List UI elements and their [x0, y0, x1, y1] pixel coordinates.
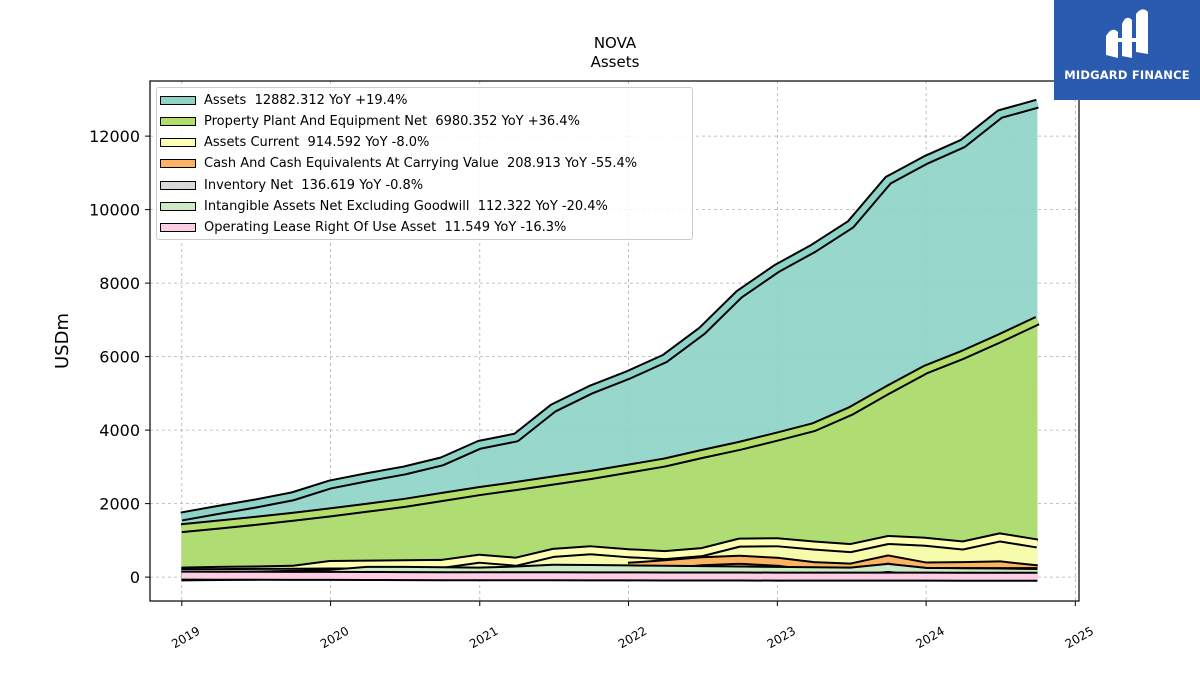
brand-name: MIDGARD FINANCE: [1064, 68, 1190, 82]
chart-legend: Assets 12882.312 YoY +19.4% Property Plan…: [156, 87, 693, 240]
series-line-1: [181, 317, 1039, 532]
x-tick-label: 2022: [616, 624, 649, 651]
legend-swatch: [160, 180, 196, 190]
legend-label: Intangible Assets Net Excluding Goodwill…: [204, 199, 608, 214]
y-tick-label: 12000: [89, 127, 140, 146]
legend-label: Assets 12882.312 YoY +19.4%: [204, 92, 408, 108]
x-axis-ticks: 2019 2020 2021 2022 2023 2024 2025: [169, 601, 1096, 651]
y-tick-label: 6000: [99, 348, 140, 367]
legend-label: Cash And Cash Equivalents At Carrying Va…: [204, 156, 638, 172]
legend-item: Assets 12882.312 YoY +19.4%: [160, 90, 407, 110]
x-tick-label: 2021: [467, 624, 500, 651]
series-areas: [180, 98, 1040, 582]
y-axis-label: USDm: [52, 313, 73, 369]
legend-item: Inventory Net 136.619 YoY -0.8%: [160, 175, 423, 195]
legend-item: Intangible Assets Net Excluding Goodwill…: [160, 197, 608, 217]
y-tick-label: 8000: [99, 274, 140, 293]
series-area-1: [181, 320, 1038, 578]
x-tick-label: 2023: [765, 624, 798, 651]
midgard-logo-icon: [1054, 0, 1200, 100]
y-tick-label: 2000: [99, 495, 140, 514]
legend-label: Assets Current 914.592 YoY -8.0%: [204, 135, 430, 151]
legend-label: Operating Lease Right Of Use Asset 11.54…: [204, 220, 567, 236]
legend-item: Cash And Cash Equivalents At Carrying Va…: [160, 154, 637, 174]
x-tick-label: 2025: [1063, 624, 1096, 651]
legend-label: Property Plant And Equipment Net 6980.35…: [204, 113, 580, 129]
series-line-6: [181, 572, 1038, 580]
brand-logo: MIDGARD FINANCE: [1054, 0, 1200, 100]
legend-swatch: [160, 95, 196, 105]
series-line-2: [181, 534, 1038, 575]
legend-swatch: [160, 223, 196, 233]
chart-subtitle: Assets: [591, 53, 640, 71]
y-tick-label: 0: [130, 568, 140, 587]
plot-frame: [149, 80, 1080, 602]
legend-label: Inventory Net 136.619 YoY -0.8%: [204, 177, 424, 193]
x-tick-label: 2024: [913, 624, 946, 651]
legend-item: Property Plant And Equipment Net 6980.35…: [160, 111, 580, 131]
legend-item: Operating Lease Right Of Use Asset 11.54…: [160, 218, 566, 238]
legend-swatch: [160, 159, 196, 169]
legend-swatch: [160, 202, 196, 211]
legend-swatch: [160, 138, 196, 148]
y-tick-label: 10000: [89, 201, 140, 220]
x-tick-label: 2020: [318, 624, 351, 651]
legend-item: Assets Current 914.592 YoY -8.0%: [160, 133, 429, 153]
y-axis-ticks: 0 2000 4000 6000 8000 10000 12000: [89, 127, 150, 587]
y-tick-label: 4000: [99, 421, 140, 440]
legend-swatch: [160, 116, 196, 126]
x-tick-label: 2019: [169, 624, 202, 651]
chart-title: NOVA: [594, 34, 637, 52]
series-line-0: [180, 100, 1039, 520]
